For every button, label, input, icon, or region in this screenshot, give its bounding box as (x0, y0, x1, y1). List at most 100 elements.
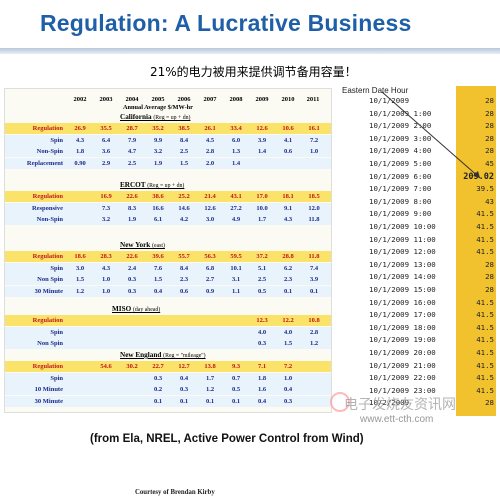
table-cell: 22.6 (126, 253, 138, 260)
list-item-date: 10/1/2009 (369, 335, 410, 345)
list-item-value: 28 (485, 108, 494, 118)
list-item-datetime: 10/1/2009 15:00 (369, 285, 436, 294)
watermark-text: 电子发烧友资讯网 (344, 397, 456, 413)
table-cell: 1.5 (283, 340, 293, 347)
table-cell: 33.4 (230, 125, 242, 132)
table-cell: 2.8 (309, 328, 319, 336)
table-cell: 1.5 (75, 276, 85, 283)
list-item: 10/1/2009 1:00 28 (332, 109, 496, 121)
table-cell: 3.9 (257, 136, 267, 144)
table-cell (223, 317, 249, 324)
list-item-date: 10/2/2009 (369, 398, 410, 408)
table-cell: 4.0 (283, 328, 293, 336)
list-item-datetime: 10/1/2009 11:00 (369, 235, 436, 244)
list-item: 10/2/2009 28 (332, 398, 496, 410)
table-cell (301, 160, 327, 167)
row-label: Responsive (31, 204, 63, 212)
list-item-date: 10/1/2009 (369, 259, 410, 269)
list-item-date: 10/1/2009 (369, 184, 410, 194)
table-cell (67, 375, 93, 382)
table-row: Replacement 0.90 2.9 2.5 1.9 1.5 2.0 1.4 (5, 157, 331, 169)
section-note: (day ahead) (132, 307, 161, 313)
list-item-time: 15:00 (413, 285, 436, 294)
table-cell: 0.4 (179, 374, 189, 382)
table-cell: 2.8 (205, 148, 215, 155)
list-item-time: 5:00 (413, 159, 432, 168)
table-cell: 35.5 (100, 125, 112, 132)
list-item-time: 10:00 (413, 222, 436, 231)
list-item-value: 41.5 (476, 247, 494, 257)
row-label: 30 Minute (34, 287, 63, 295)
list-item-datetime: 10/1/2009 8:00 (369, 197, 431, 206)
table-cell: 1.0 (101, 276, 111, 283)
table-cell (93, 386, 119, 393)
table-cell: 0.6 (283, 148, 293, 155)
table-cell: 1.5 (179, 159, 189, 167)
list-item: 10/1/2009 6:00 209.02 (332, 172, 496, 184)
section-note: (east) (152, 243, 165, 249)
table-cell: 0.1 (179, 397, 189, 405)
table-cell: 2.5 (127, 159, 137, 167)
table-cell: 12.7 (178, 363, 190, 370)
list-item-time: 4:00 (413, 146, 432, 156)
table-cell: 0.3 (283, 397, 293, 405)
table-cell: 4.0 (257, 328, 267, 336)
table-cell: 6.4 (101, 136, 111, 144)
table-cell (93, 317, 119, 324)
table-cell: 0.5 (231, 386, 241, 393)
row-label: 10 Minute (34, 386, 63, 393)
section-note: (Reg = up + dn) (153, 115, 191, 121)
table-cell: 0.3 (127, 276, 137, 283)
table-cell (249, 160, 275, 167)
table-row: Spin 4.3 6.4 7.9 9.9 8.4 4.5 6.0 3.9 4.1 7.2 (5, 134, 331, 146)
list-item-time: 6:00 (413, 171, 432, 181)
table-cell: 2.3 (283, 276, 293, 283)
row-label: Regulation (32, 125, 63, 132)
table-cell: 54.6 (100, 363, 112, 370)
courtesy-text: Courtesy of Brendan Kirby (135, 489, 215, 496)
list-item-time: 16:00 (413, 297, 436, 307)
table-cell (119, 386, 145, 393)
year-header-cell: 2005 (151, 96, 165, 103)
table-cell: 11.8 (308, 216, 320, 223)
list-header: Eastern Date Hour (342, 86, 409, 95)
list-item-datetime: 10/1/2009 6:00 (369, 172, 431, 181)
table-cell: 28.3 (100, 253, 112, 260)
list-item-value: 41.5 (476, 373, 494, 383)
table-row: 30 Minute 1.2 1.0 0.3 0.4 0.6 0.9 1.1 0.5 0.1 0.1 (5, 285, 331, 297)
list-item-time: 14:00 (413, 272, 436, 282)
row-label: Regulation (32, 253, 63, 260)
table-cell: 8.4 (179, 136, 189, 144)
table-cell (145, 329, 171, 336)
table-cell (171, 329, 197, 336)
table-cell (197, 340, 223, 347)
list-item: 10/1/2009 16:00 41.5 (332, 298, 496, 310)
list-item-value: 28 (485, 259, 494, 269)
list-item-date: 10/1/2009 (369, 360, 410, 370)
list-item: 10/1/2009 12:00 41.5 (332, 247, 496, 259)
table-cell: 12.6 (204, 204, 216, 212)
list-item-value: 28 (485, 96, 494, 105)
table-row: Spin 3.0 4.3 2.4 7.6 8.4 6.8 10.1 5.1 6.2 7.4 (5, 262, 331, 274)
list-item-datetime: 10/1/2009 13:00 (369, 260, 436, 269)
section-name: New York (120, 241, 151, 249)
table-cell: 3.6 (101, 148, 111, 155)
table-cell: 16.9 (100, 193, 112, 200)
table-cell: 21.4 (204, 193, 216, 200)
table-cell: 55.7 (178, 253, 190, 260)
list-item-value: 41.5 (476, 322, 494, 332)
table-cell: 4.7 (127, 148, 137, 155)
list-item: 10/1/2009 19:00 41.5 (332, 335, 496, 347)
list-item-date: 10/1/2009 (369, 272, 410, 282)
table-cell (67, 216, 93, 223)
table-cell: 6.2 (283, 264, 293, 272)
section-title: New England (Reg = "mileage") (120, 351, 206, 359)
table-cell: 35.2 (152, 125, 164, 132)
table-cell: 4.3 (283, 216, 293, 223)
row-label: Spin (50, 264, 63, 272)
table-row: Responsive 7.3 8.3 16.6 14.6 12.6 27.2 10.0 9.1 1… (5, 202, 331, 214)
year-header-cell: 2009 (255, 96, 269, 103)
table-cell: 0.4 (283, 386, 293, 393)
table-cell: 1.5 (153, 276, 163, 283)
table-cell: 3.0 (75, 264, 85, 272)
